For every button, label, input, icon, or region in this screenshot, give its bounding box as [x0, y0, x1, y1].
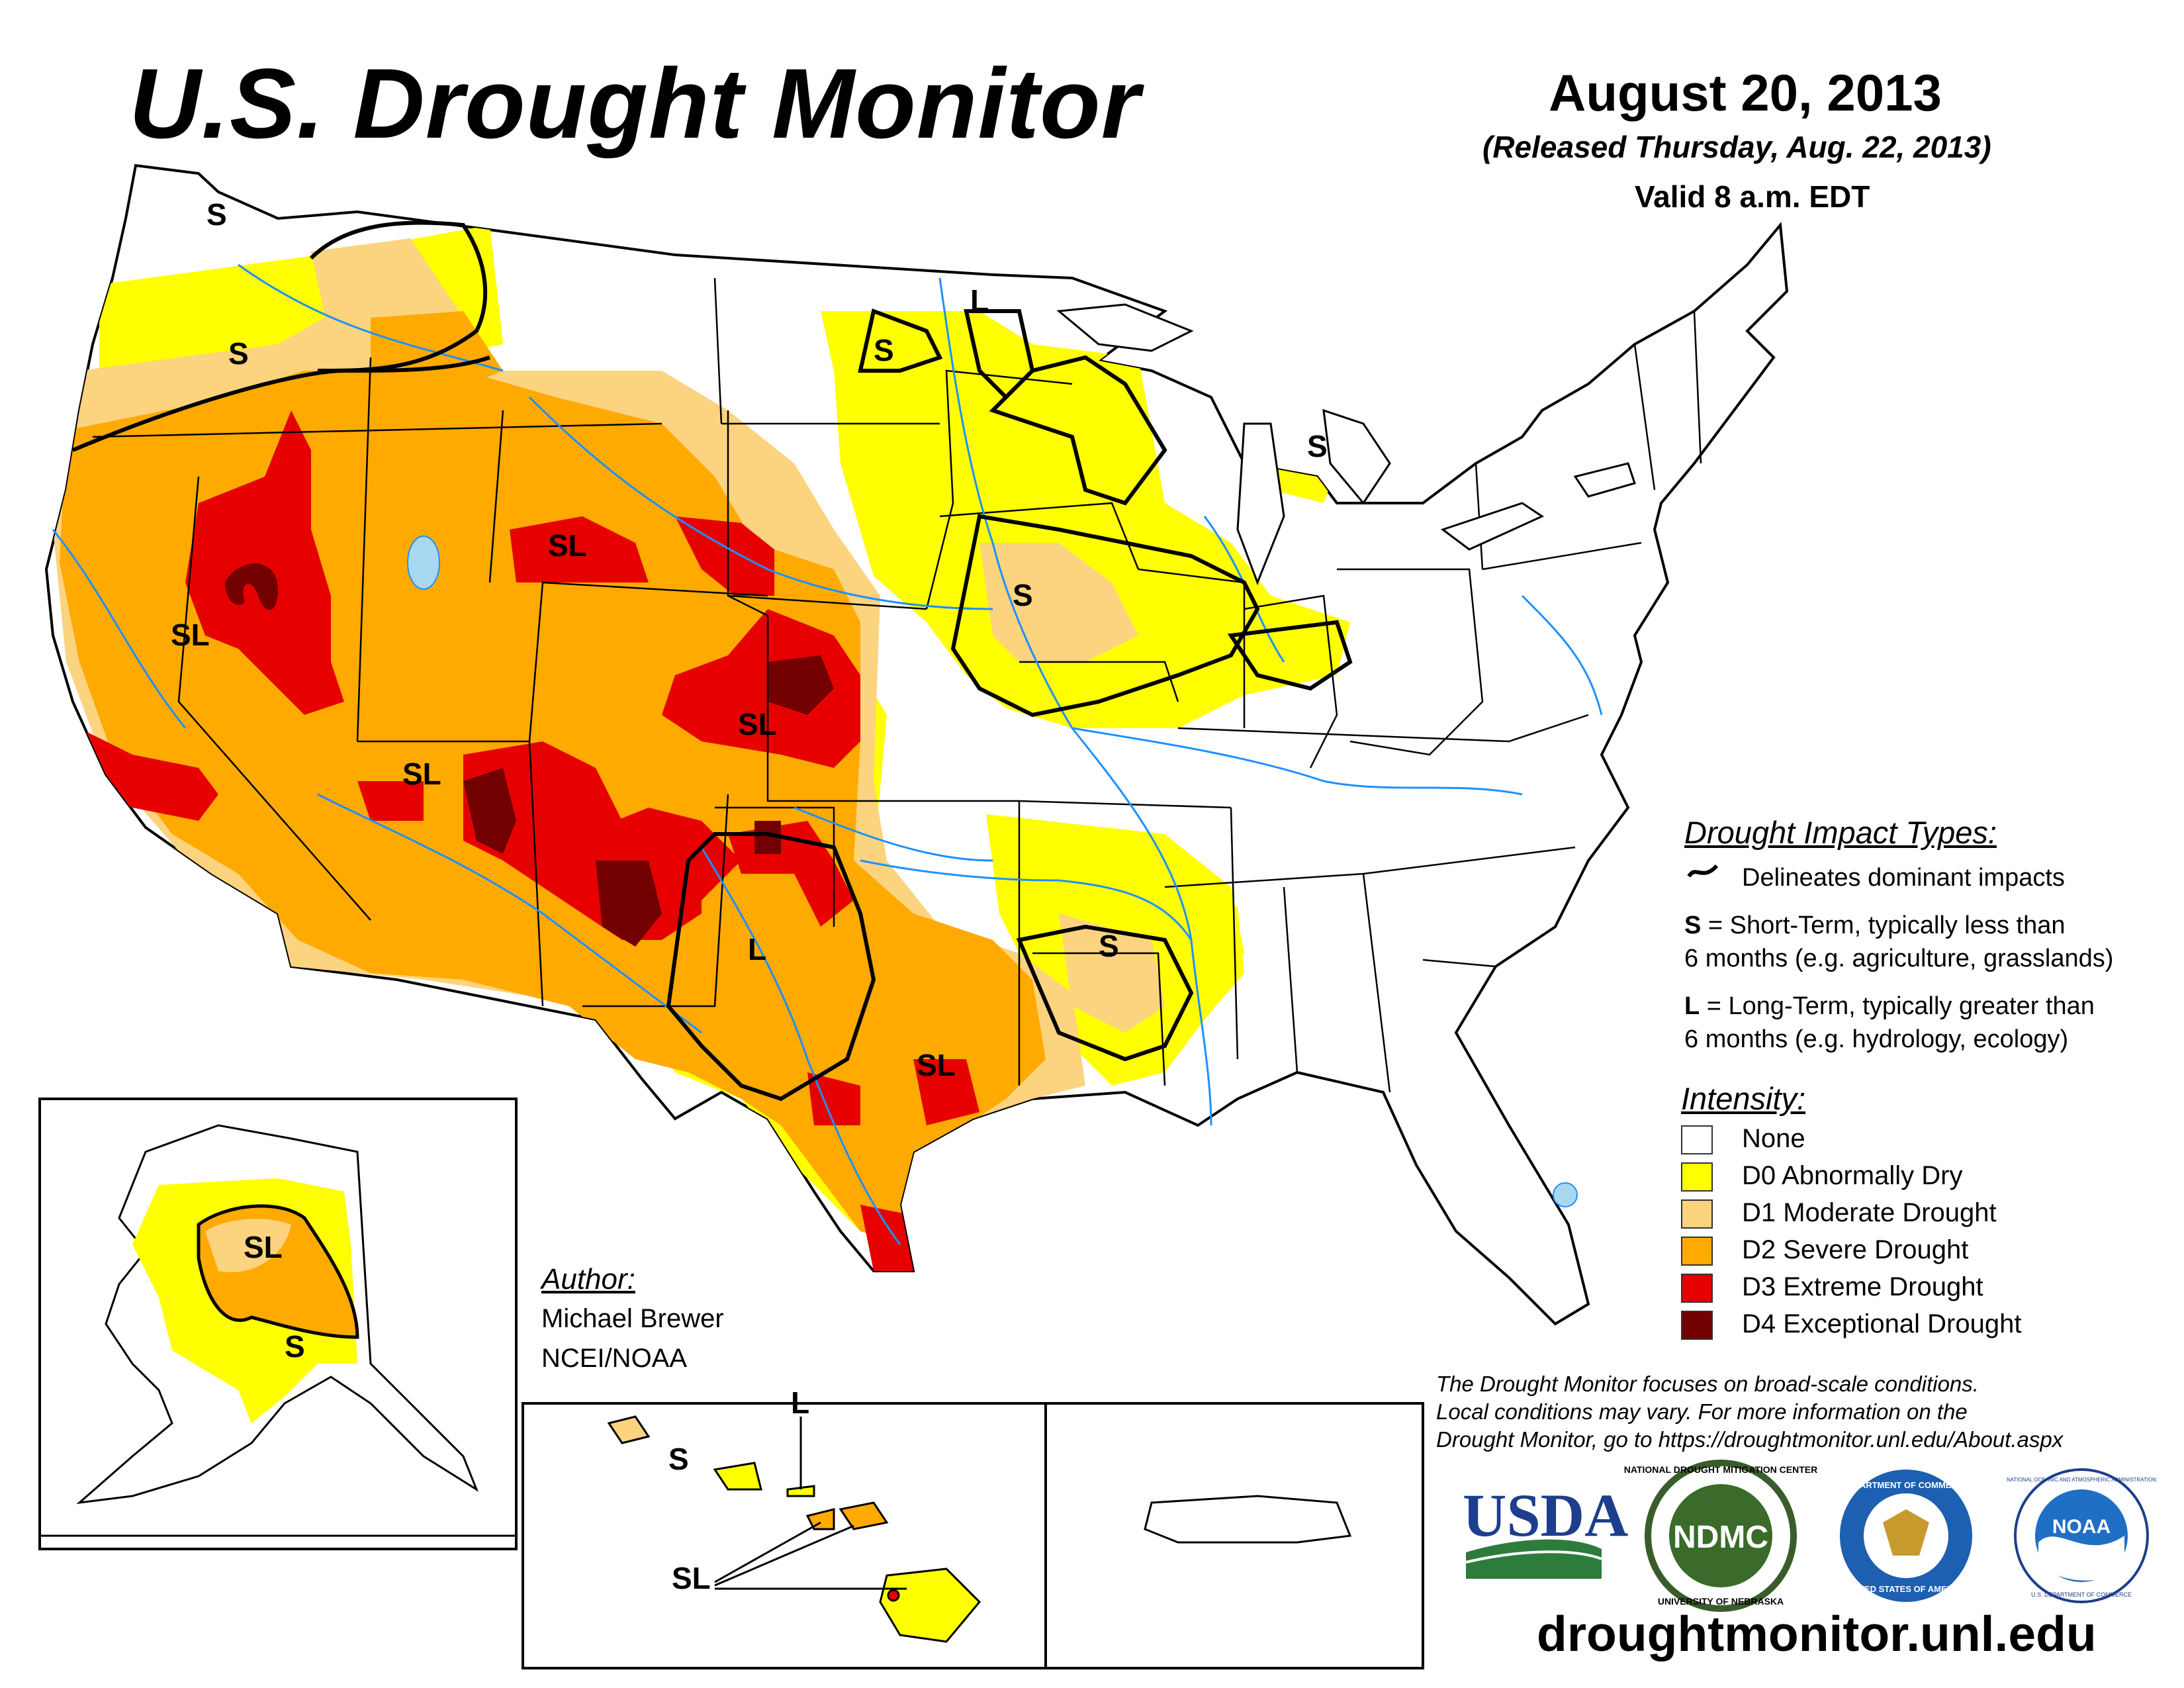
note-line-2: Local conditions may vary. For more info… [1436, 1399, 1968, 1424]
note-line-1: The Drought Monitor focuses on broad-sca… [1436, 1372, 1979, 1396]
label-nd-s: S [874, 333, 894, 367]
swatch-d3 [1681, 1274, 1713, 1303]
impact-legend-short-term: S = Short-Term, typically less than [1684, 910, 2066, 941]
usda-logo: USDA [1463, 1481, 1628, 1579]
label-nw-s: S [228, 336, 249, 371]
swatch-d4 [1681, 1311, 1713, 1340]
note-line-3[interactable]: Drought Monitor, go to https://droughtmo… [1436, 1427, 2064, 1452]
swatch-d2 [1681, 1237, 1713, 1266]
lake-okeechobee [1553, 1182, 1578, 1207]
label-ak-sl: SL [244, 1230, 283, 1264]
disclaimer-note: The Drought Monitor focuses on broad-sca… [1436, 1370, 2177, 1454]
ndmc-logo-text: NDMC [1673, 1520, 1768, 1555]
author-name: Michael Brewer [541, 1304, 724, 1333]
swatch-d0 [1681, 1162, 1713, 1192]
intensity-legend-heading: Intensity: [1681, 1081, 1806, 1116]
label-ak-s: S [285, 1329, 305, 1364]
label-wa-s: S [206, 197, 227, 232]
usda-logo-text: USDA [1463, 1481, 1628, 1549]
l-line1: = Long-Term, typically greater than [1700, 992, 2095, 1020]
label-d4: D4 Exceptional Drought [1742, 1309, 2022, 1338]
label-co-sl: SL [738, 707, 777, 741]
swatch-d1 [1681, 1199, 1713, 1229]
s-line1: = Short-Term, typically less than [1701, 912, 2066, 939]
doc-seal-logo: DEPARTMENT OF COMMERCE UNITED STATES OF … [1840, 1470, 1972, 1602]
ndmc-ring-bottom-text: UNIVERSITY OF NEBRASKA [1658, 1596, 1784, 1607]
label-mi-s: S [1307, 429, 1328, 463]
label-hi-l: L [791, 1385, 809, 1420]
puerto-rico-outline [1144, 1495, 1352, 1544]
noaa-logo: NOAA NATIONAL OCEANIC AND ATMOSPHERIC AD… [2007, 1468, 2156, 1603]
label-hi-s: S [668, 1442, 689, 1476]
noaa-logo-text: NOAA [2052, 1516, 2111, 1538]
impact-legend-short-term-detail: 6 months (e.g. agriculture, grasslands) [1684, 945, 2114, 972]
doc-ring-top-text: DEPARTMENT OF COMMERCE [1843, 1480, 1970, 1490]
hawaii-islands [607, 1415, 981, 1643]
impact-legend-long-term: L = Long-Term, typically greater than [1684, 990, 2095, 1022]
label-d0: D0 Abnormally Dry [1742, 1161, 1963, 1190]
label-wy-sl: SL [548, 528, 587, 563]
label-d3: D3 Extreme Drought [1742, 1272, 1983, 1301]
hawaii-pointer-lines [714, 1417, 907, 1590]
impact-boundary-symbol-icon [1687, 864, 1719, 878]
ndmc-logo: NDMC NATIONAL DROUGHT MITIGATION CENTER … [1624, 1460, 1817, 1612]
great-salt-lake [407, 536, 440, 590]
impact-legend-delineates: Delineates dominant impacts [1742, 864, 2065, 892]
author-org: NCEI/NOAA [541, 1344, 688, 1373]
website-link[interactable]: droughtmonitor.unl.edu [1537, 1606, 2097, 1662]
ndmc-ring-top-text: NATIONAL DROUGHT MITIGATION CENTER [1624, 1464, 1817, 1475]
intensity-legend: None D0 Abnormally Dry D1 Moderate Droug… [1681, 1124, 2144, 1350]
label-mn-l: L [970, 283, 989, 318]
s-code: S [1684, 912, 1702, 939]
map-date: August 20, 2013 [1549, 64, 1942, 122]
noaa-ring-bottom-text: U.S. DEPARTMENT OF COMMERCE [2031, 1591, 2132, 1598]
doc-ring-bottom-text: UNITED STATES OF AMERICA [1844, 1584, 1968, 1594]
d4-areas [225, 563, 834, 947]
label-nm-l: L [748, 932, 766, 966]
valid-time: Valid 8 a.m. EDT [1635, 179, 1870, 214]
great-lakes [1056, 303, 1636, 586]
release-date: (Released Thursday, Aug. 22, 2013) [1482, 130, 1991, 164]
label-az-sl: SL [402, 757, 441, 791]
rivers [52, 263, 1603, 1245]
hawaii-inset-frame [522, 1402, 1047, 1669]
impact-boundaries [71, 220, 1353, 1102]
impact-legend-heading: Drought Impact Types: [1684, 815, 1997, 850]
impact-labels: S S L S S SL SL S SL SL L S SL SL S L S … [171, 197, 1328, 1595]
alaska-d1 [205, 1219, 291, 1272]
label-tx-sl: SL [917, 1048, 956, 1082]
label-none: None [1742, 1124, 1805, 1153]
label-hi-sl: SL [672, 1561, 711, 1595]
page-title: U.S. Drought Monitor [129, 48, 1141, 159]
label-d1: D1 Moderate Drought [1742, 1198, 1997, 1227]
noaa-ring-text: NATIONAL OCEANIC AND ATMOSPHERIC ADMINIS… [2007, 1477, 2156, 1483]
impact-legend-long-term-detail: 6 months (e.g. hydrology, ecology) [1684, 1025, 2069, 1053]
label-ar-s: S [1099, 929, 1119, 963]
swatch-none [1681, 1125, 1713, 1154]
label-nv-sl: SL [171, 618, 210, 652]
label-d2: D2 Severe Drought [1742, 1235, 1969, 1264]
author-heading: Author: [541, 1263, 635, 1295]
label-ia-s: S [1013, 578, 1033, 612]
l-code: L [1684, 992, 1700, 1020]
